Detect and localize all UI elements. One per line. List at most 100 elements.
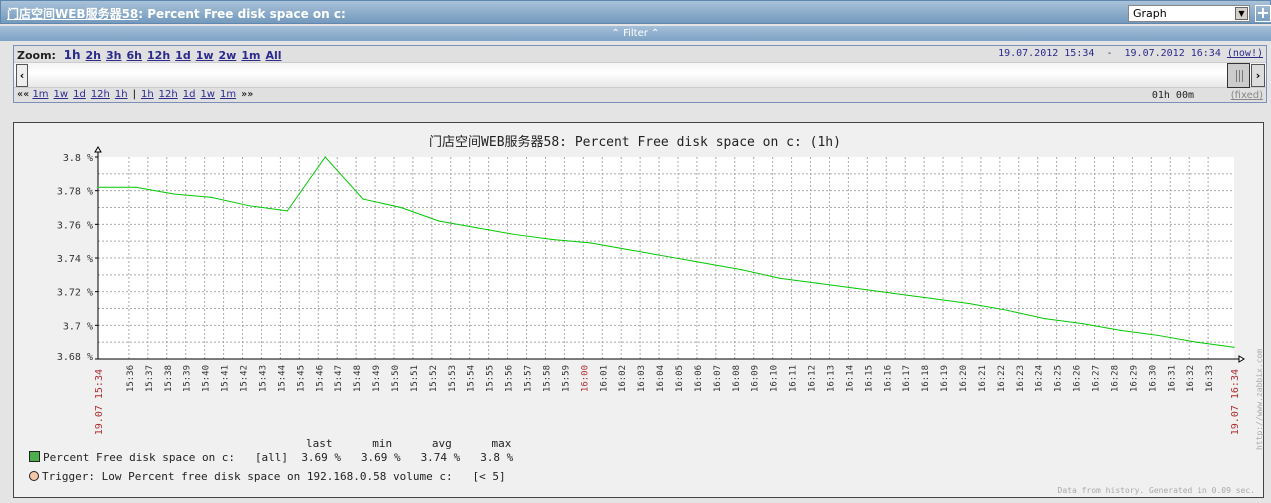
zoom-12h[interactable]: 12h bbox=[147, 49, 171, 62]
x-tick-label: 15:50 bbox=[391, 365, 401, 392]
data-point bbox=[1119, 329, 1121, 331]
y-tick-label: 3.72 % bbox=[57, 288, 93, 299]
time-range: 19.07.2012 15:34 - 19.07.2012 16:34 (now… bbox=[998, 48, 1263, 59]
y-tick-label: 3.68 % bbox=[57, 352, 93, 363]
x-tick-label: 16:28 bbox=[1110, 365, 1120, 392]
x-end-label: 19.07 16:34 bbox=[1230, 369, 1241, 435]
x-tick-label: 15:53 bbox=[448, 365, 458, 392]
forward-1m[interactable]: 1m bbox=[219, 89, 237, 100]
x-tick-label: 15:38 bbox=[164, 365, 174, 392]
scroll-right-button[interactable]: › bbox=[1251, 64, 1265, 87]
x-tick-label: 15:39 bbox=[183, 365, 193, 392]
x-tick-label: 16:27 bbox=[1092, 365, 1102, 392]
fwd-suffix: »» bbox=[241, 89, 254, 100]
time-control: Zoom: 1h 2h 3h 6h 12h 1d 1w 2w 1m All 19.07.2012 … bbox=[13, 45, 1267, 103]
view-select-value: Graph bbox=[1133, 7, 1167, 20]
zoom-3h[interactable]: 3h bbox=[106, 49, 122, 62]
data-point bbox=[211, 196, 213, 198]
zoom-2h[interactable]: 2h bbox=[85, 49, 102, 62]
x-tick-label: 16:02 bbox=[618, 365, 628, 392]
data-point bbox=[1195, 341, 1197, 343]
x-tick-label: 16:33 bbox=[1205, 365, 1215, 392]
x-tick-label: 16:13 bbox=[826, 365, 836, 392]
now-link[interactable]: (now!) bbox=[1226, 48, 1263, 59]
x-tick-label: 16:01 bbox=[599, 365, 609, 392]
scroll-left-button[interactable]: ‹ bbox=[16, 64, 28, 87]
data-point bbox=[438, 220, 440, 222]
zoom-2w[interactable]: 2w bbox=[218, 49, 237, 62]
x-tick-label: 16:21 bbox=[978, 365, 988, 392]
scroll-thumb[interactable] bbox=[1227, 63, 1250, 88]
x-tick-label: 16:17 bbox=[902, 365, 912, 392]
host-link[interactable]: 门店空间WEB服务器58 bbox=[7, 7, 139, 21]
data-point bbox=[1006, 309, 1008, 311]
data-point bbox=[1233, 346, 1235, 348]
legend-headers: last min avg max bbox=[306, 437, 511, 450]
x-tick-label: 15:59 bbox=[561, 365, 571, 392]
data-point bbox=[779, 277, 781, 279]
chart-title: 门店空间WEB服务器58: Percent Free disk space on… bbox=[429, 134, 841, 150]
x-tick-label: 16:05 bbox=[675, 365, 685, 392]
back-1d[interactable]: 1d bbox=[73, 89, 86, 100]
forward-1w[interactable]: 1w bbox=[200, 89, 215, 100]
zoom-All[interactable]: All bbox=[265, 49, 282, 62]
x-tick-label: 16:24 bbox=[1035, 365, 1045, 392]
x-tick-label: 15:42 bbox=[240, 365, 250, 392]
fixed-toggle[interactable]: (fixed) bbox=[1230, 90, 1263, 101]
back-1w[interactable]: 1w bbox=[53, 89, 69, 100]
y-tick-label: 3.76 % bbox=[57, 220, 93, 231]
zoom-6h[interactable]: 6h bbox=[126, 49, 143, 62]
legend-item: Percent Free disk space on c: [all] 3.69… bbox=[29, 451, 513, 464]
back-12h[interactable]: 12h bbox=[90, 89, 110, 100]
zoom-1w[interactable]: 1w bbox=[195, 49, 214, 62]
view-select[interactable]: Graph ▼ bbox=[1128, 5, 1250, 22]
x-tick-label: 16:30 bbox=[1148, 365, 1158, 392]
forward-1d[interactable]: 1d bbox=[182, 89, 196, 100]
forward-1h[interactable]: 1h bbox=[140, 89, 154, 100]
x-tick-label: 16:06 bbox=[694, 365, 704, 392]
x-tick-label: 15:49 bbox=[372, 365, 382, 392]
x-tick-label: 16:12 bbox=[808, 365, 818, 392]
data-point bbox=[703, 262, 705, 264]
x-tick-label: 16:25 bbox=[1054, 365, 1064, 392]
y-axis-arrow-icon bbox=[94, 146, 102, 153]
data-point bbox=[816, 282, 819, 284]
forward-12h[interactable]: 12h bbox=[158, 89, 178, 100]
data-point bbox=[741, 269, 743, 271]
data-point bbox=[1044, 318, 1046, 320]
x-tick-label: 15:52 bbox=[429, 365, 439, 392]
x-tick-label: 16:15 bbox=[864, 365, 874, 392]
x-tick-label: 15:40 bbox=[202, 365, 212, 392]
zoom-1m[interactable]: 1m bbox=[241, 49, 261, 62]
filter-toggle[interactable]: ⌃ Filter ⌃ bbox=[0, 26, 1271, 41]
y-tick-label: 3.8 % bbox=[63, 153, 93, 164]
x-tick-label: 15:41 bbox=[221, 365, 231, 392]
y-tick-label: 3.7 % bbox=[63, 321, 93, 332]
legend-max: 3.8 % bbox=[480, 451, 514, 464]
x-tick-label: 16:07 bbox=[713, 365, 723, 392]
trigger-text: Trigger: Low Percent free disk space on … bbox=[42, 470, 453, 483]
data-point bbox=[930, 297, 932, 299]
title-text: : Percent Free disk space on c: bbox=[138, 7, 346, 21]
back-1m[interactable]: 1m bbox=[32, 89, 49, 100]
chevron-down-icon: ▼ bbox=[1235, 7, 1248, 20]
zoom-1d[interactable]: 1d bbox=[175, 49, 191, 62]
generated-footer: Data from history. Generated in 0.09 sec… bbox=[1057, 486, 1255, 495]
data-point bbox=[476, 227, 478, 229]
x-tick-label: 16:09 bbox=[751, 365, 761, 392]
zoom-bar: Zoom: 1h 2h 3h 6h 12h 1d 1w 2w 1m All bbox=[17, 48, 287, 62]
x-tick-label: 16:31 bbox=[1167, 365, 1177, 392]
x-tick-label: 16:26 bbox=[1073, 365, 1083, 392]
data-point bbox=[892, 292, 894, 294]
x-tick-label: 15:56 bbox=[505, 365, 515, 392]
zoom-label: Zoom: bbox=[17, 49, 56, 62]
x-tick-label: 16:11 bbox=[789, 365, 799, 392]
timeline-scrollbar[interactable]: ‹ › bbox=[14, 62, 1266, 88]
zoom-1h[interactable]: 1h bbox=[63, 48, 81, 62]
nav-sep: | bbox=[132, 89, 136, 100]
data-point bbox=[324, 156, 326, 158]
x-tick-label: 16:14 bbox=[845, 365, 855, 392]
back-1h[interactable]: 1h bbox=[114, 89, 128, 100]
data-point bbox=[400, 206, 402, 209]
